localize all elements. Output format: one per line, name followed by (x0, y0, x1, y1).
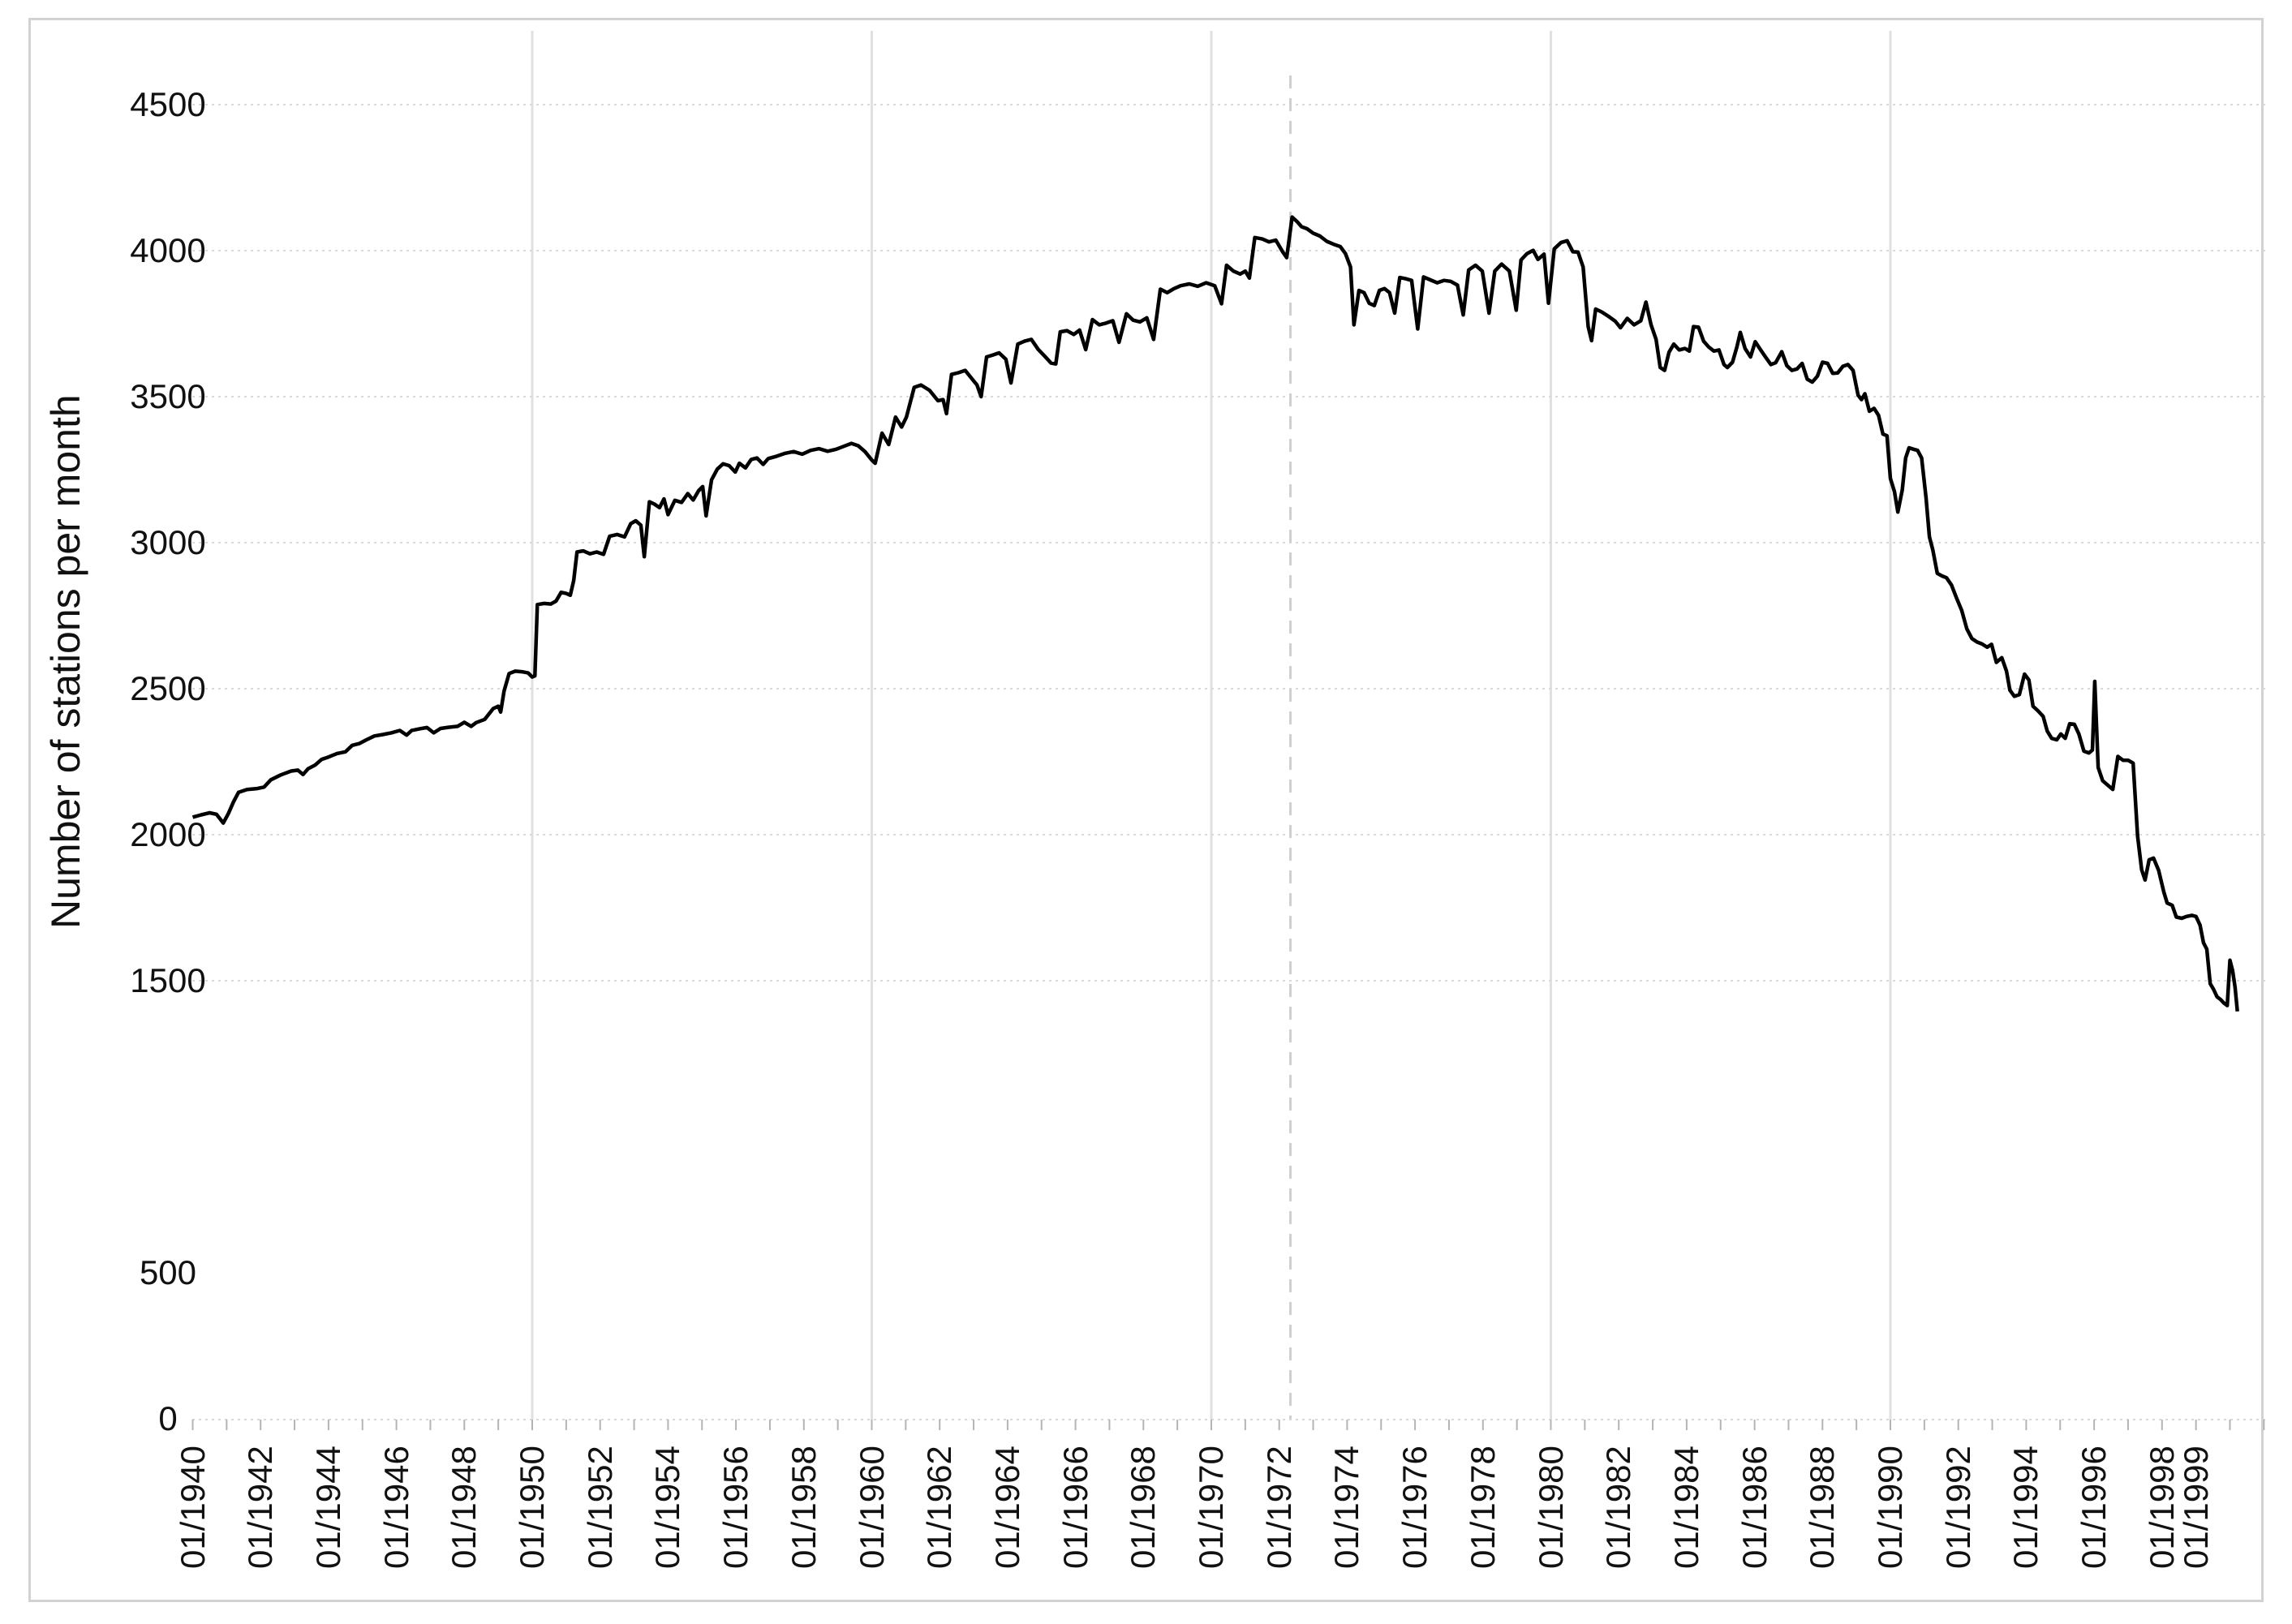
x-tick-label: 01/1982 (1599, 1446, 1638, 1569)
x-tick-label: 01/1968 (1124, 1446, 1163, 1569)
x-tick-label: 01/1948 (445, 1446, 484, 1569)
x-tick-label: 01/1980 (1531, 1446, 1570, 1569)
y-tick-label: 0 (158, 1399, 178, 1437)
x-tick-label: 01/1946 (376, 1446, 415, 1569)
x-tick-label: 01/1972 (1259, 1446, 1298, 1569)
y-tick-label: 4000 (130, 231, 206, 269)
y-tick-label: 500 (139, 1253, 197, 1291)
x-tick-label: 01/1966 (1056, 1446, 1094, 1569)
y-tick-label: 3500 (130, 377, 206, 415)
x-tick-label: 01/1988 (1803, 1446, 1842, 1569)
x-tick-label: 01/1984 (1666, 1446, 1705, 1569)
x-tick-label: 01/1994 (2006, 1446, 2045, 1569)
x-tick-label: 01/1964 (987, 1446, 1026, 1569)
x-tick-label: 01/1952 (580, 1446, 619, 1569)
data-line (191, 215, 2239, 1012)
x-tick-label: 01/1978 (1463, 1446, 1502, 1569)
x-tick-label: 01/1986 (1735, 1446, 1774, 1569)
y-tick-label: 3000 (130, 523, 206, 561)
x-tick-label: 01/1950 (513, 1446, 551, 1569)
y-tick-label: 4500 (130, 85, 206, 123)
chart-frame (28, 18, 2264, 1602)
x-tick-label: 01/1996 (2075, 1446, 2114, 1569)
y-axis-title: Number of stations per month (43, 394, 88, 929)
x-tick-label: 01/1954 (648, 1446, 687, 1569)
x-tick-label: 01/1960 (852, 1446, 891, 1569)
x-tick-label: 01/1998 (2142, 1446, 2181, 1569)
y-tick-label: 2000 (130, 815, 206, 853)
x-tick-label: 01/1942 (241, 1446, 280, 1569)
x-tick-label: 01/1956 (716, 1446, 755, 1569)
x-tick-label: 01/1992 (1938, 1446, 1977, 1569)
x-tick-label: 01/1940 (173, 1446, 212, 1569)
x-tick-label: 01/1970 (1192, 1446, 1230, 1569)
x-tick-label: 01/1944 (308, 1446, 347, 1569)
x-tick-label: 01/1958 (784, 1446, 823, 1569)
x-tick-label: 01/1974 (1327, 1446, 1366, 1569)
y-tick-label: 2500 (130, 669, 206, 707)
x-tick-label: 01/1976 (1395, 1446, 1434, 1569)
y-tick-label: 1500 (130, 961, 206, 999)
x-tick-label: 01/1999 (2176, 1446, 2215, 1569)
x-tick-label: 01/1962 (920, 1446, 959, 1569)
x-tick-label: 01/1990 (1871, 1446, 1909, 1569)
